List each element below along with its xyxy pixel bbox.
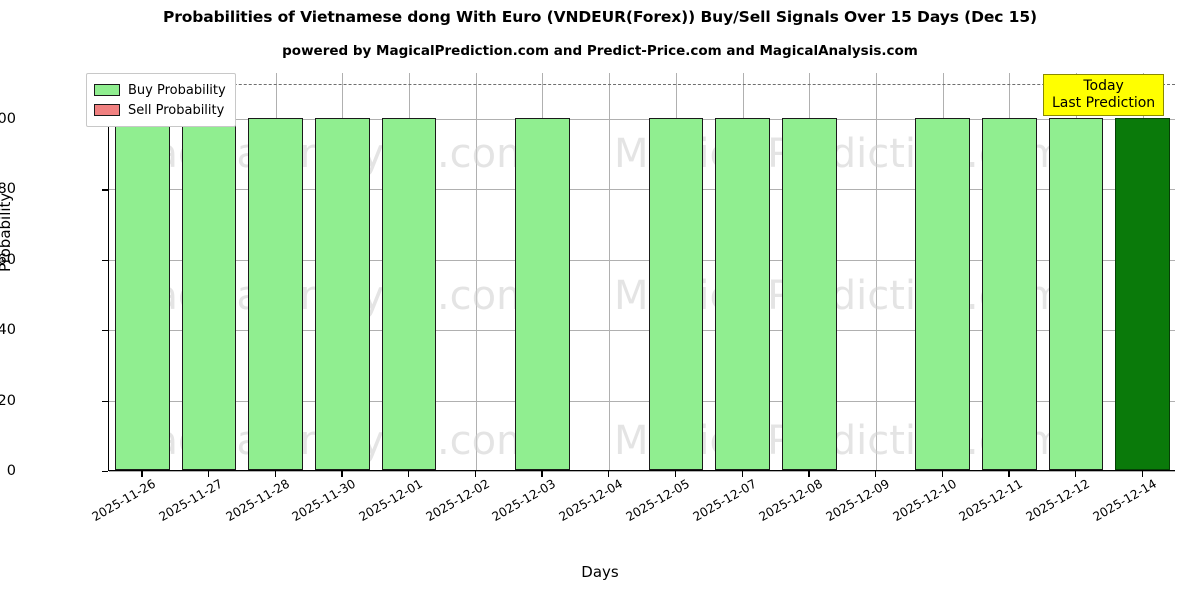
x-axis-tick-label: 2025-12-10: [890, 476, 959, 525]
x-axis-label: Days: [581, 563, 619, 581]
y-axis-tick-label: 20: [0, 392, 16, 409]
x-axis-tick-mark: [408, 471, 410, 477]
y-axis-tick-label: 100: [0, 110, 16, 127]
x-axis-tick-label: 2025-12-14: [1090, 476, 1159, 525]
y-axis-label: Probability: [0, 192, 14, 272]
gridline-vertical: [475, 73, 477, 470]
gridline-horizontal: [109, 259, 1175, 261]
y-axis-tick-label: 0: [6, 463, 16, 479]
gridline-vertical: [609, 73, 611, 470]
x-axis-tick-label: 2025-11-30: [289, 476, 359, 525]
gridline-horizontal: [109, 471, 1175, 472]
x-axis-tick-mark: [674, 471, 677, 477]
plot-area: MagicalAnalysis.comMagicalPrediction.com…: [108, 73, 1175, 472]
x-axis-tick-label: 2025-12-01: [356, 476, 426, 525]
y-axis-tick-mark: [102, 189, 108, 191]
x-axis-tick-label: 2025-11-27: [156, 476, 225, 525]
x-axis-tick-label: 2025-11-26: [89, 476, 159, 525]
bar-buy: [181, 117, 237, 470]
x-axis-tick-mark: [608, 471, 610, 477]
x-axis-tick-mark: [474, 471, 477, 477]
x-axis-tick-mark: [1074, 471, 1077, 477]
gridline-vertical: [875, 73, 877, 470]
bar-buy: [115, 117, 170, 470]
y-axis-tick-label: 40: [0, 322, 16, 339]
x-axis-tick-label: 2025-12-08: [756, 476, 826, 525]
x-axis-tick-label: 2025-11-28: [223, 476, 292, 525]
y-axis-tick-mark: [102, 259, 108, 261]
chart-subtitle: powered by MagicalPrediction.com and Pre…: [282, 43, 918, 59]
bar-buy: [915, 117, 970, 470]
x-axis-tick-mark: [541, 471, 543, 477]
chart-title: Probabilities of Vietnamese dong With Eu…: [162, 8, 1038, 26]
bar-buy: [981, 117, 1037, 470]
legend-item-buy: Buy Probability: [94, 80, 226, 100]
bar-buy: [781, 117, 837, 470]
legend-swatch-sell-icon: [94, 104, 120, 116]
today-annotation-line2: Last Prediction: [1052, 94, 1156, 111]
x-axis-tick-mark: [874, 471, 877, 477]
legend-item-sell: Sell Probability: [94, 100, 226, 120]
x-axis-tick-label: 2025-12-03: [490, 476, 559, 525]
bar-buy: [248, 117, 304, 470]
bar-buy: [648, 117, 704, 470]
legend-label-sell: Sell Probability: [128, 102, 225, 118]
y-axis-tick-mark: [102, 330, 108, 332]
reference-line: [109, 83, 1175, 85]
bar-buy: [715, 117, 770, 470]
x-axis-tick-mark: [1141, 471, 1143, 477]
bar-buy: [515, 117, 570, 470]
x-axis-tick-label: 2025-12-02: [423, 476, 492, 525]
y-axis-tick-mark: [102, 400, 108, 402]
x-axis-tick-label: 2025-12-12: [1023, 476, 1092, 525]
today-annotation-line1: Today: [1083, 78, 1124, 94]
gridline-horizontal: [109, 330, 1175, 332]
x-axis-tick-label: 2025-12-04: [556, 476, 626, 525]
x-axis-tick-mark: [741, 471, 743, 477]
bar-today-last-prediction: [1115, 117, 1170, 470]
legend-swatch-buy-icon: [94, 84, 120, 96]
x-axis-tick-mark: [141, 471, 143, 477]
gridline-horizontal: [109, 189, 1175, 191]
bar-buy: [381, 117, 437, 470]
x-axis-tick-mark: [208, 471, 210, 477]
x-axis-tick-label: 2025-12-07: [690, 476, 759, 525]
x-axis-tick-mark: [274, 471, 277, 477]
legend-label-buy: Buy Probability: [128, 82, 226, 98]
x-axis-tick-mark: [341, 471, 343, 477]
x-axis-tick-label: 2025-12-05: [623, 476, 692, 525]
bar-buy: [1048, 117, 1104, 470]
x-axis-tick-mark: [1008, 471, 1010, 477]
x-axis-tick-mark: [808, 471, 810, 477]
y-axis-tick-mark: [102, 471, 108, 473]
gridline-horizontal: [109, 400, 1175, 402]
x-axis-tick-mark: [941, 471, 943, 477]
gridline-horizontal: [109, 118, 1175, 120]
y-axis-tick-label: 60: [0, 251, 16, 268]
today-annotation: Today Last Prediction: [1043, 74, 1165, 117]
bar-buy: [315, 117, 370, 470]
y-axis-tick-label: 80: [0, 181, 16, 198]
chart-legend: Buy Probability Sell Probability: [86, 73, 236, 127]
x-axis-tick-label: 2025-12-09: [823, 476, 892, 525]
x-axis-tick-label: 2025-12-11: [956, 476, 1026, 525]
